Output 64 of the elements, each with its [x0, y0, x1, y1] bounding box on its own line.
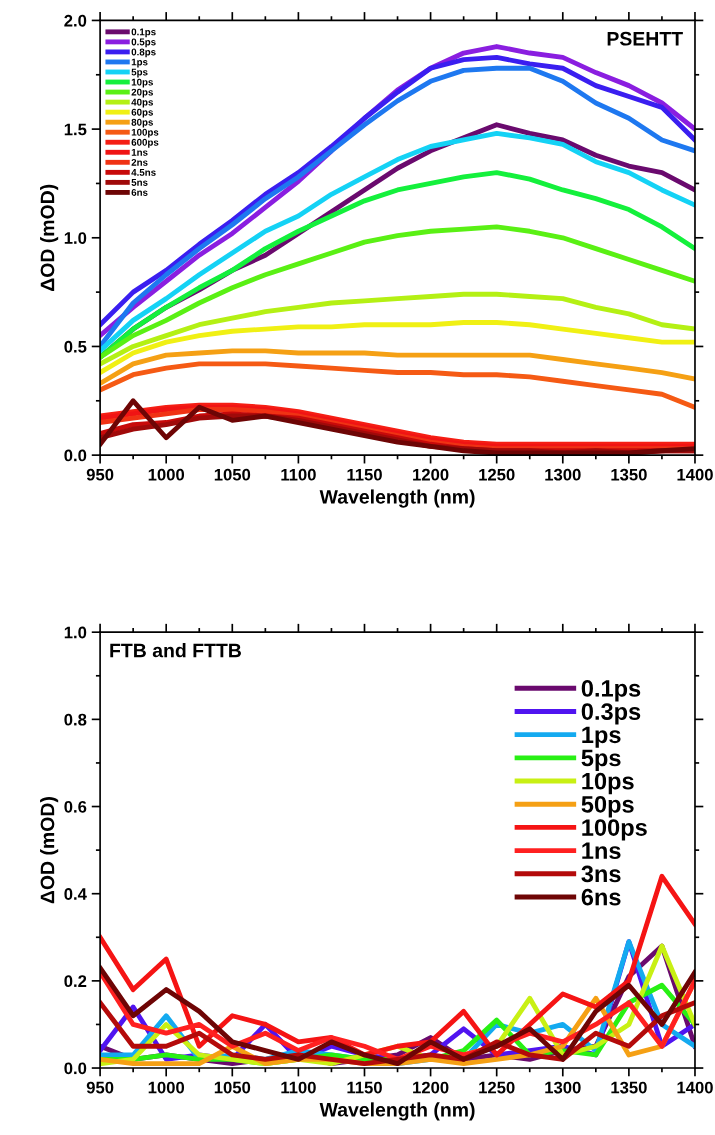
legend-label: 1ps — [131, 58, 148, 68]
legend-label: 100ps — [582, 819, 647, 841]
x-tick-label: 1050 — [214, 1081, 251, 1094]
legend-label: 0.8ps — [131, 48, 156, 58]
legend-label: 0.1ps — [131, 28, 156, 38]
legend-label: 40ps — [131, 98, 153, 108]
annotation: FTB and FTTB — [110, 643, 241, 658]
legend-label: 10ps — [582, 772, 634, 795]
legend-label: 0.3ps — [581, 703, 641, 725]
x-tick-label: 1150 — [347, 468, 382, 481]
y-tick-label: 0.2 — [64, 975, 87, 988]
x-tick-label: 1150 — [347, 1081, 382, 1094]
x-axis-title: Wavelength (nm) — [319, 1102, 475, 1121]
legend-label: 100ps — [131, 128, 159, 138]
legend-label: 1ps — [582, 726, 621, 748]
y-tick-label: 0.6 — [64, 800, 87, 813]
legend-label: 2ns — [131, 158, 148, 166]
annotation: PSEHTT — [607, 31, 683, 46]
legend-label: 0.5ps — [131, 38, 156, 48]
y-tick-label: 1.5 — [64, 123, 87, 136]
legend-label: 1ns — [582, 842, 621, 860]
x-tick-label: 1100 — [281, 1081, 316, 1094]
y-tick-label: 1.0 — [64, 232, 87, 244]
legend-label: 4.5ns — [131, 169, 156, 176]
legend-label: 10ps — [131, 78, 153, 88]
x-tick-label: 1300 — [545, 468, 581, 481]
x-tick-label: 1250 — [479, 468, 515, 481]
x-tick-label: 1400 — [677, 1081, 713, 1094]
x-tick-label: 1400 — [677, 468, 713, 481]
x-tick-label: 1300 — [545, 1081, 581, 1094]
x-tick-label: 1200 — [413, 468, 449, 481]
y-tick-label: 1.0 — [64, 626, 87, 639]
legend-label: 3ns — [581, 865, 621, 883]
legend-label: 5ps — [581, 749, 621, 771]
x-tick-label: 1350 — [611, 1081, 647, 1094]
y-tick-label: 0.0 — [64, 1062, 87, 1075]
y-tick-label: 0.8 — [64, 713, 87, 726]
legend-label: 50ps — [581, 795, 634, 818]
legend-label: 600ps — [131, 138, 159, 148]
legend-label: 20ps — [131, 88, 153, 98]
legend-label: 1ns — [131, 148, 148, 156]
x-tick-label: 1350 — [611, 468, 647, 481]
legend-label: 60ps — [131, 108, 153, 118]
legend-label: 0.1ps — [581, 680, 641, 702]
legend-label: 5ps — [131, 68, 148, 78]
x-tick-label: 1050 — [214, 468, 251, 481]
legend-label: 6ns — [581, 888, 621, 906]
x-tick-label: 950 — [86, 468, 114, 481]
x-tick-label: 1250 — [479, 1081, 515, 1094]
y-tick-label: 0.5 — [64, 340, 87, 353]
legend-label: 80ps — [131, 118, 153, 128]
x-tick-label: 1000 — [148, 1081, 185, 1094]
x-tick-label: 1100 — [281, 468, 316, 481]
x-axis-title: Wavelength (nm) — [319, 489, 475, 508]
y-tick-label: 2.0 — [64, 14, 87, 27]
y-tick-label: 0.4 — [64, 888, 87, 900]
x-tick-label: 1000 — [148, 468, 185, 481]
legend-label: 5ns — [131, 179, 148, 186]
legend-label: 6ns — [131, 189, 148, 196]
y-tick-label: 0.0 — [64, 449, 87, 462]
x-tick-label: 950 — [86, 1081, 114, 1094]
y-axis-title: ΔOD (mOD) — [40, 184, 59, 291]
x-tick-label: 1200 — [413, 1081, 449, 1094]
y-axis-title: ΔOD (mOD) — [40, 797, 59, 904]
